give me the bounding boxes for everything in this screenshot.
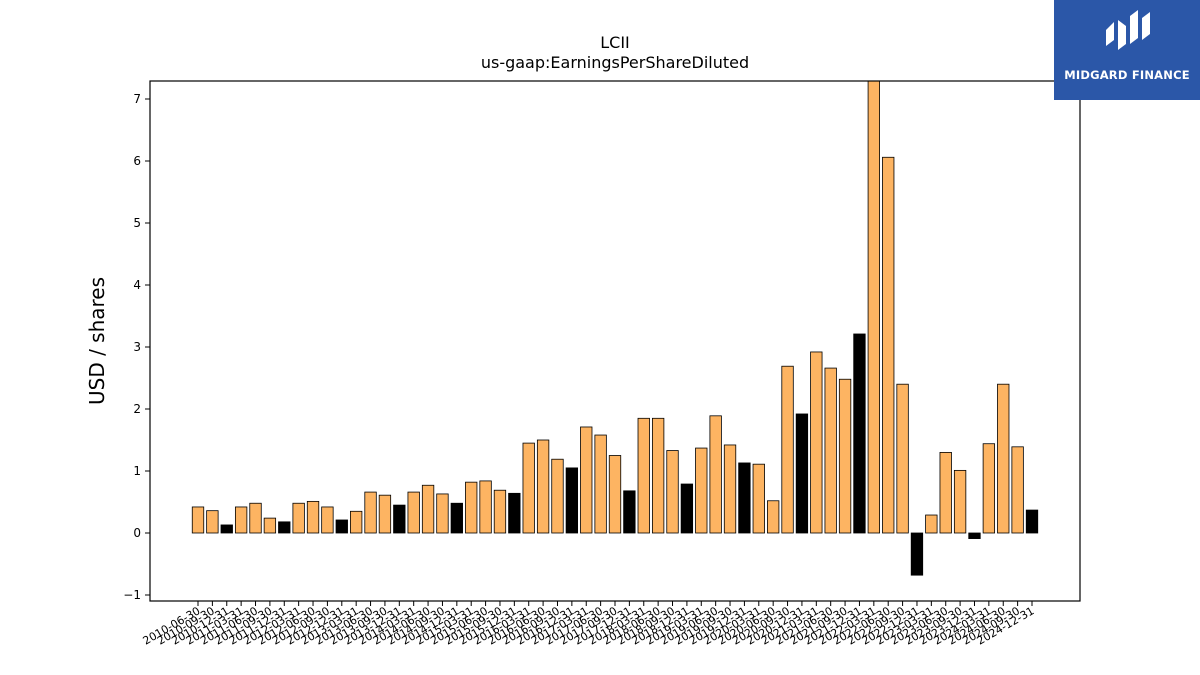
bar-2016-06-30 xyxy=(536,439,550,534)
bar-2019-12-31 xyxy=(738,462,751,534)
bar-2015-06-30 xyxy=(479,480,492,534)
bar-2023-06-30 xyxy=(939,451,952,534)
bar-2021-06-30 xyxy=(824,367,837,534)
bar-2014-12-31 xyxy=(450,502,463,534)
y-tick-label: −1 xyxy=(123,588,141,602)
y-tick-label: 4 xyxy=(133,278,141,292)
bar-2023-03-31 xyxy=(925,514,938,534)
bar-2011-12-31 xyxy=(278,521,291,534)
bar-2018-09-30 xyxy=(666,450,679,534)
bar-2018-12-31 xyxy=(680,483,694,534)
bar-2010-09-30 xyxy=(206,510,219,534)
bar-2013-09-30 xyxy=(378,494,392,534)
bar-2024-06-30 xyxy=(997,383,1010,534)
bar-2024-03-31 xyxy=(982,443,996,534)
logo-mark-icon xyxy=(1106,10,1150,50)
bar-2024-09-30 xyxy=(1011,446,1024,534)
bar-2021-03-31 xyxy=(810,351,823,534)
bar-2014-06-30 xyxy=(421,484,435,534)
midgard-finance-logo: MIDGARD FINANCE xyxy=(1054,0,1200,100)
y-axis-ticks: −1 0 1 2 3 4 5 6 7 xyxy=(123,92,150,602)
y-tick-label: 3 xyxy=(133,340,141,354)
bar-2020-12-31 xyxy=(795,413,809,534)
bar-2011-06-30 xyxy=(249,502,262,534)
bar-2010-06-30 xyxy=(191,506,205,534)
bar-2014-09-30 xyxy=(436,493,449,534)
bar-2021-12-31 xyxy=(853,333,866,534)
bar-2022-06-30 xyxy=(882,156,895,534)
bar-2024-12-31 xyxy=(1025,509,1039,534)
bar-2023-12-31 xyxy=(968,532,981,539)
bar-2017-12-31 xyxy=(623,490,636,534)
bar-2012-12-31 xyxy=(335,519,348,534)
y-tick-label: 2 xyxy=(133,402,141,416)
bar-2015-09-30 xyxy=(493,489,507,534)
bar-2014-03-31 xyxy=(407,491,420,534)
bar-2013-03-31 xyxy=(350,510,363,534)
bar-2012-06-30 xyxy=(306,500,320,534)
bar-2022-12-31 xyxy=(910,532,924,576)
bar-2016-12-31 xyxy=(565,467,579,534)
bar-2015-12-31 xyxy=(508,492,521,534)
bar-2022-09-30 xyxy=(896,383,909,534)
bar-2015-03-31 xyxy=(465,481,478,534)
logo-text: MIDGARD FINANCE xyxy=(1064,68,1190,82)
bar-2016-09-30 xyxy=(551,458,564,534)
bar-2020-06-30 xyxy=(767,500,780,534)
y-tick-label: 6 xyxy=(133,154,141,168)
bar-2017-03-31 xyxy=(580,426,593,534)
bar-2017-06-30 xyxy=(594,434,607,534)
bar-2021-09-30 xyxy=(838,378,852,534)
y-axis-label: USD / shares xyxy=(85,277,109,405)
y-tick-label: 5 xyxy=(133,216,141,230)
y-tick-label: 0 xyxy=(133,526,141,540)
bar-2023-09-30 xyxy=(953,469,967,534)
bar-2010-12-31 xyxy=(220,524,233,534)
bar-2020-09-30 xyxy=(781,365,794,534)
bar-2013-12-31 xyxy=(393,504,406,534)
y-tick-label: 7 xyxy=(133,92,141,106)
bar-2020-03-31 xyxy=(752,463,765,534)
bar-2011-09-30 xyxy=(263,517,277,534)
bar-2022-03-31 xyxy=(867,80,880,534)
y-tick-label: 1 xyxy=(133,464,141,478)
bars xyxy=(191,80,1039,576)
bar-2011-03-31 xyxy=(234,506,248,534)
chart-subtitle: us-gaap:EarningsPerShareDiluted xyxy=(481,53,749,72)
bar-2013-06-30 xyxy=(364,491,377,534)
bar-2016-03-31 xyxy=(522,442,535,534)
bar-2018-03-31 xyxy=(637,417,650,534)
plot-frame xyxy=(149,80,1081,602)
bar-2019-06-30 xyxy=(709,415,722,534)
bar-2012-09-30 xyxy=(321,506,334,534)
bar-2019-09-30 xyxy=(723,444,737,534)
bar-2017-09-30 xyxy=(608,455,622,534)
bar-2019-03-31 xyxy=(695,447,708,534)
bar-2018-06-30 xyxy=(651,417,665,534)
bar-2012-03-31 xyxy=(292,502,305,534)
chart-title: LCII xyxy=(600,33,630,52)
x-axis-ticks: 2010-06-302010-09-302010-12-312011-03-31… xyxy=(141,601,1037,648)
